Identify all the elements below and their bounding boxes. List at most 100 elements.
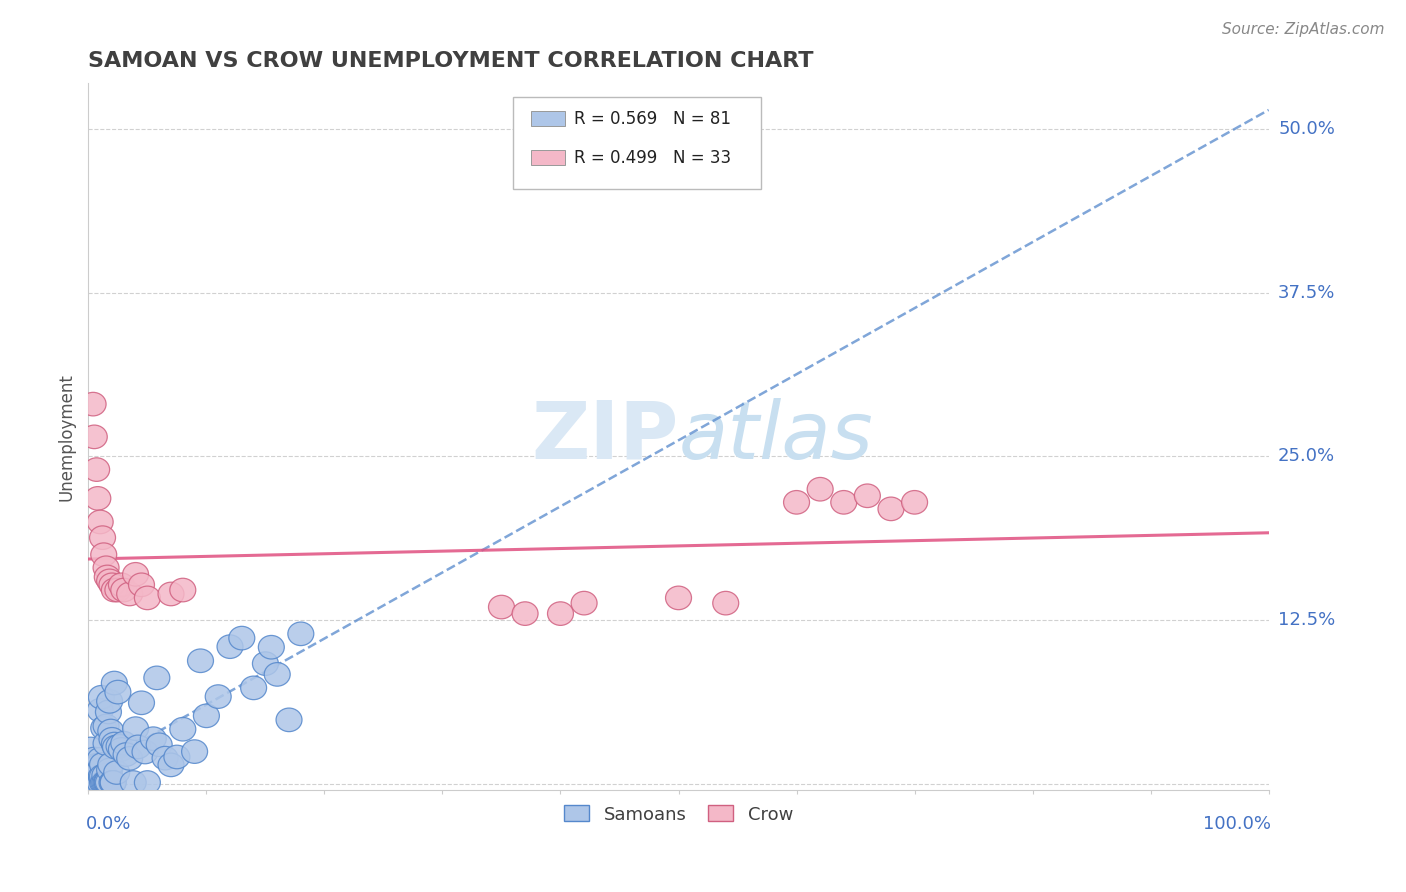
Ellipse shape: [205, 685, 231, 708]
Ellipse shape: [89, 685, 114, 709]
Ellipse shape: [80, 757, 105, 781]
Ellipse shape: [143, 666, 170, 690]
Ellipse shape: [157, 582, 184, 606]
Ellipse shape: [105, 681, 131, 704]
Text: 100.0%: 100.0%: [1204, 815, 1271, 833]
Ellipse shape: [87, 771, 112, 794]
Text: SAMOAN VS CROW UNEMPLOYMENT CORRELATION CHART: SAMOAN VS CROW UNEMPLOYMENT CORRELATION …: [89, 51, 814, 70]
Ellipse shape: [105, 578, 131, 602]
Ellipse shape: [96, 771, 121, 794]
Ellipse shape: [135, 771, 160, 794]
Text: R = 0.499   N = 33: R = 0.499 N = 33: [574, 149, 731, 167]
Ellipse shape: [259, 635, 284, 659]
Ellipse shape: [93, 556, 120, 580]
Ellipse shape: [170, 578, 195, 602]
Ellipse shape: [80, 392, 105, 416]
Ellipse shape: [84, 487, 111, 510]
Ellipse shape: [98, 728, 125, 751]
Ellipse shape: [264, 663, 290, 686]
Ellipse shape: [90, 771, 115, 794]
Ellipse shape: [165, 745, 190, 769]
Ellipse shape: [288, 622, 314, 646]
Ellipse shape: [122, 563, 149, 586]
Ellipse shape: [82, 764, 107, 788]
Ellipse shape: [217, 635, 243, 658]
Ellipse shape: [901, 491, 928, 514]
Ellipse shape: [512, 602, 538, 625]
Ellipse shape: [170, 717, 195, 741]
Ellipse shape: [105, 734, 132, 758]
Ellipse shape: [93, 771, 120, 794]
Text: 50.0%: 50.0%: [1278, 120, 1334, 138]
Ellipse shape: [90, 526, 115, 549]
Ellipse shape: [783, 491, 810, 514]
Ellipse shape: [91, 771, 118, 794]
Ellipse shape: [135, 586, 160, 609]
Ellipse shape: [132, 740, 157, 764]
Ellipse shape: [98, 573, 125, 597]
Text: 0.0%: 0.0%: [86, 815, 131, 833]
Ellipse shape: [108, 573, 135, 597]
Text: 12.5%: 12.5%: [1278, 611, 1336, 629]
Ellipse shape: [87, 758, 112, 781]
Ellipse shape: [117, 582, 142, 606]
Ellipse shape: [79, 771, 105, 794]
Ellipse shape: [713, 591, 738, 615]
Ellipse shape: [141, 727, 166, 750]
Ellipse shape: [80, 771, 105, 794]
Ellipse shape: [96, 700, 121, 723]
FancyBboxPatch shape: [531, 111, 565, 127]
Ellipse shape: [98, 719, 124, 743]
Ellipse shape: [111, 578, 136, 602]
Ellipse shape: [128, 691, 155, 714]
Ellipse shape: [121, 771, 146, 794]
Text: R = 0.569   N = 81: R = 0.569 N = 81: [574, 110, 731, 128]
Ellipse shape: [82, 425, 107, 449]
Ellipse shape: [84, 767, 111, 790]
Ellipse shape: [94, 566, 121, 589]
Ellipse shape: [240, 676, 267, 699]
Ellipse shape: [101, 672, 128, 695]
Ellipse shape: [83, 766, 110, 789]
Ellipse shape: [665, 586, 692, 609]
FancyBboxPatch shape: [513, 97, 761, 189]
Ellipse shape: [93, 731, 120, 756]
Ellipse shape: [91, 543, 117, 566]
Ellipse shape: [98, 771, 125, 794]
Ellipse shape: [877, 497, 904, 521]
Ellipse shape: [86, 761, 112, 784]
Ellipse shape: [91, 771, 117, 794]
Ellipse shape: [79, 764, 105, 788]
Ellipse shape: [83, 755, 110, 779]
Ellipse shape: [831, 491, 856, 514]
Ellipse shape: [91, 716, 117, 739]
Ellipse shape: [152, 747, 179, 770]
Ellipse shape: [87, 510, 112, 533]
Ellipse shape: [187, 649, 214, 673]
Ellipse shape: [94, 771, 121, 794]
Ellipse shape: [97, 690, 122, 713]
Text: 37.5%: 37.5%: [1278, 284, 1336, 301]
Ellipse shape: [128, 573, 155, 597]
Ellipse shape: [100, 771, 127, 794]
Ellipse shape: [112, 743, 139, 766]
Ellipse shape: [87, 698, 112, 722]
Ellipse shape: [276, 708, 302, 731]
Legend: Samoans, Crow: Samoans, Crow: [557, 798, 800, 830]
Ellipse shape: [229, 626, 254, 650]
Text: 25.0%: 25.0%: [1278, 448, 1336, 466]
Ellipse shape: [125, 735, 150, 759]
Ellipse shape: [855, 484, 880, 508]
Ellipse shape: [97, 758, 122, 781]
Y-axis label: Unemployment: Unemployment: [58, 373, 75, 500]
Ellipse shape: [90, 753, 115, 776]
Ellipse shape: [547, 602, 574, 625]
Ellipse shape: [146, 733, 172, 756]
Ellipse shape: [83, 458, 110, 482]
FancyBboxPatch shape: [531, 150, 565, 165]
Ellipse shape: [111, 731, 136, 755]
Ellipse shape: [157, 753, 184, 777]
Ellipse shape: [82, 764, 107, 788]
Ellipse shape: [93, 714, 120, 738]
Ellipse shape: [89, 764, 114, 789]
